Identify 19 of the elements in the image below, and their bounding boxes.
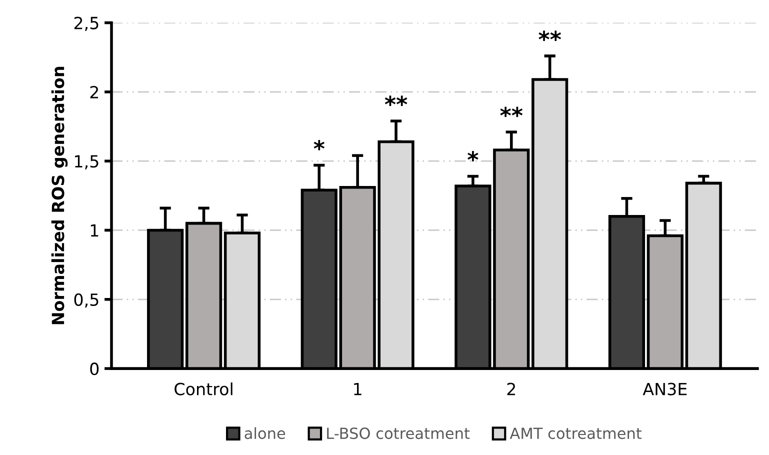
data-label: ** <box>538 30 562 41</box>
data-label: ** <box>384 96 408 106</box>
data-label: * <box>314 140 324 150</box>
y-tick-label: 2 <box>90 86 98 98</box>
y-tick-label: 1 <box>90 224 98 237</box>
data-label: ** <box>500 106 523 118</box>
y-tick-label: 2,5 <box>74 16 98 32</box>
data-label: * <box>468 151 478 162</box>
y-axis-title: Normalized ROS generation <box>51 66 68 324</box>
legend-label: AMT cotreatment <box>510 428 642 440</box>
y-tick-label: 1,5 <box>75 155 98 170</box>
legend-label: L-BSO cotreatment <box>327 428 470 440</box>
legend-label: alone <box>244 427 286 440</box>
x-tick-label: 2 <box>507 382 516 396</box>
y-tick-label: 0 <box>90 362 99 376</box>
x-tick-label: 1 <box>354 382 362 396</box>
x-tick-label: Control <box>174 382 232 396</box>
y-tick-label: 0,5 <box>74 293 98 308</box>
x-tick-label: AN3E <box>642 382 687 396</box>
